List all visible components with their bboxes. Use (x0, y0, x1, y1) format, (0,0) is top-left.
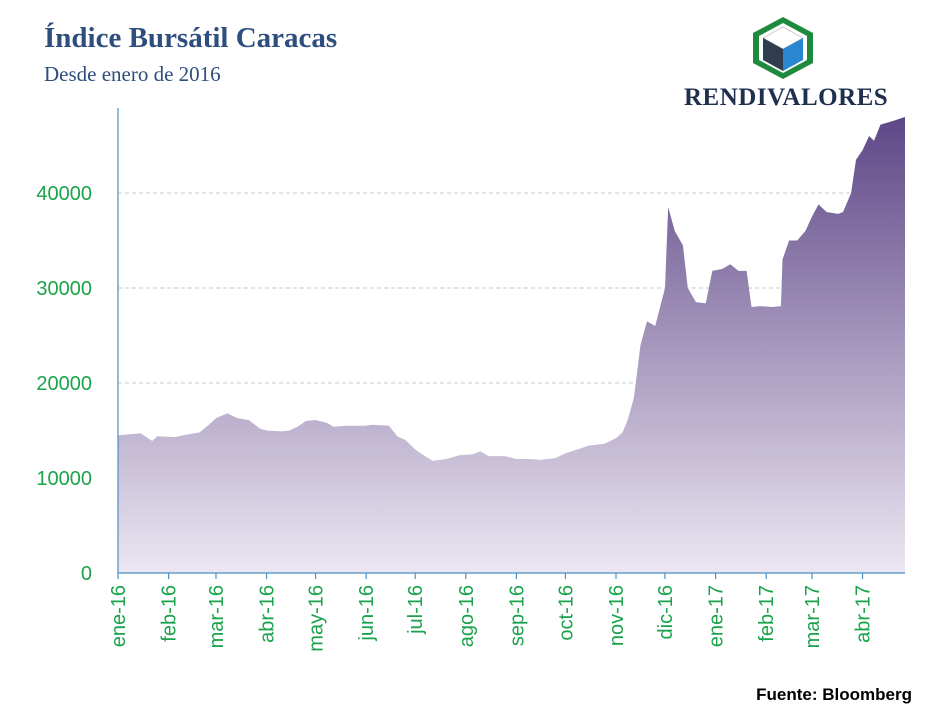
axes (117, 108, 905, 579)
y-tick-label: 20000 (36, 373, 92, 395)
area-series (118, 117, 905, 573)
chart-subtitle: Desde enero de 2016 (44, 62, 221, 86)
x-tick-label: ene-16 (108, 585, 130, 647)
rendivalores-logo-icon (752, 16, 814, 85)
y-tick-label: 40000 (36, 183, 92, 205)
x-tick-label: mar-17 (802, 585, 824, 648)
x-tick-label: ago-16 (456, 585, 478, 647)
x-tick-label: nov-16 (606, 585, 628, 646)
y-tick-label: 30000 (36, 278, 92, 300)
x-tick-label: feb-17 (756, 585, 778, 642)
y-tick-label: 10000 (36, 468, 92, 490)
x-tick-label: abr-17 (853, 585, 875, 643)
x-tick-label: abr-16 (257, 585, 279, 643)
x-tick-label: sep-16 (506, 585, 528, 646)
chart-title: Índice Bursátil Caracas (44, 22, 338, 54)
x-tick-label: feb-16 (159, 585, 181, 642)
x-tick-label: jun-16 (356, 585, 378, 642)
y-tick-labels: 0 10000 20000 30000 40000 (36, 183, 92, 585)
x-tick-label: dic-16 (655, 585, 677, 639)
x-tick-label: jul-16 (405, 585, 427, 635)
x-tick-label: mar-16 (206, 585, 228, 648)
x-tick-label: oct-16 (555, 585, 577, 641)
x-tick-label: ene-17 (706, 585, 728, 647)
x-tick-labels: ene-16 feb-16 mar-16 abr-16 may-16 jun-16 jul-… (108, 585, 875, 652)
source-note: Fuente: Bloomberg (756, 685, 912, 704)
x-tick-label: may-16 (306, 585, 328, 652)
brand-name: RENDIVALORES (684, 84, 889, 111)
y-tick-label: 0 (81, 563, 92, 585)
